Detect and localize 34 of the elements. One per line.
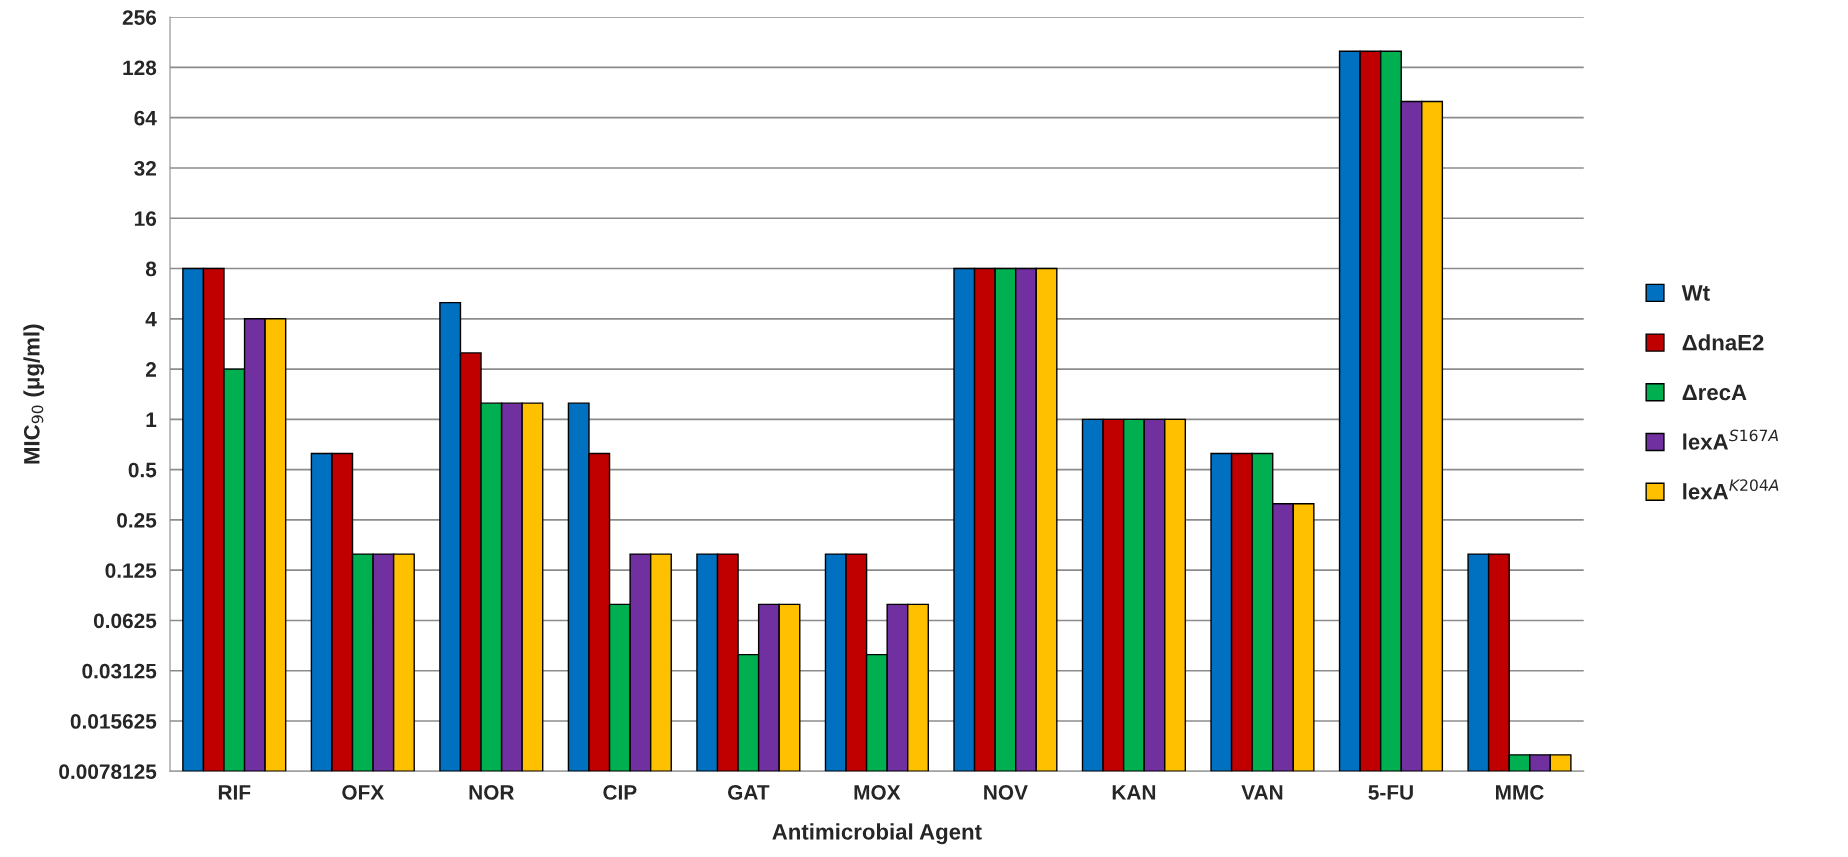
y-tick-label: 0.0625	[93, 613, 157, 629]
y-tick-label: 0.5	[128, 462, 157, 478]
legend-label: lexA$^{S167A}$	[1683, 429, 1778, 450]
y-tick-label: 64	[134, 110, 157, 126]
y-tick-label: 16	[134, 211, 157, 226]
x-tick-label: NOR	[469, 785, 515, 800]
legend-label: ΔrecA	[1682, 384, 1747, 401]
x-tick-label: KAN	[1112, 785, 1156, 800]
y-tick-label: 4	[145, 312, 157, 327]
x-tick-label: VAN	[1241, 785, 1283, 800]
legend-label: lexA$^{K204A}$	[1683, 479, 1779, 500]
x-tick-label: 5-FU	[1368, 785, 1413, 800]
y-tick-label: 32	[134, 160, 156, 176]
legend-label: Wt	[1681, 285, 1710, 301]
y-tick-label: 0.03125	[82, 663, 157, 679]
x-tick-label: CIP	[603, 785, 637, 800]
x-axis-title: Antimicrobial Agent	[772, 823, 982, 845]
y-tick-label: 128	[123, 60, 157, 76]
y-tick-label: 0.125	[105, 563, 157, 578]
y-tick-label: 256	[122, 10, 157, 25]
y-tick-label: 1	[146, 412, 157, 427]
x-tick-label: RIF	[218, 785, 251, 800]
x-tick-label: MOX	[854, 785, 901, 800]
y-tick-label: 0.25	[117, 512, 157, 528]
x-tick-label: GAT	[727, 785, 770, 800]
x-tick-label: OFX	[342, 785, 385, 800]
legend-label: ΔdnaE2	[1682, 334, 1764, 351]
y-tick-label: 0.015625	[70, 714, 157, 729]
y-axis-title: MIC$_{90}$ (μg/ml)	[23, 324, 45, 464]
y-tick-label: 8	[145, 261, 157, 277]
y-tick-label: 2	[145, 362, 156, 377]
x-tick-label: NOV	[984, 785, 1028, 800]
y-tick-label: 0.0078125	[59, 764, 157, 780]
x-tick-label: MMC	[1495, 785, 1544, 800]
